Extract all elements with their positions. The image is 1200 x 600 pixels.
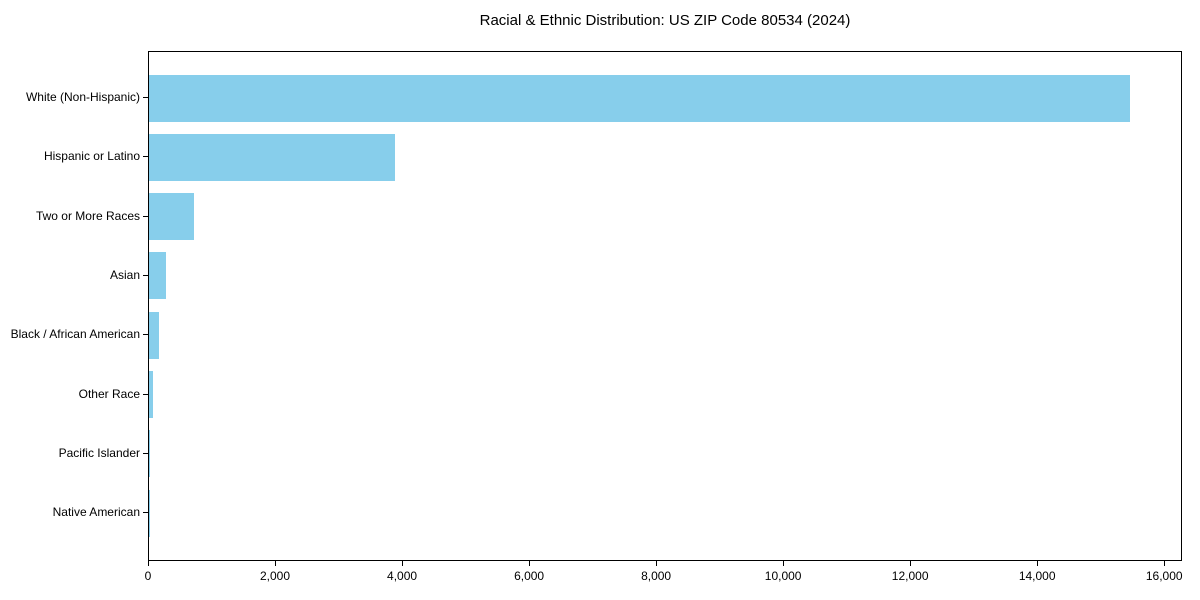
y-tick-label-asian: Asian — [109, 267, 140, 282]
bar-two-or-more-races — [149, 193, 195, 241]
x-tick-mark — [1037, 561, 1039, 566]
y-tick-label-two-or-more-races: Two or More Races — [35, 208, 140, 223]
bar-white-non-hispanic — [149, 74, 1131, 122]
bar-pacific-islander — [149, 430, 150, 478]
x-tick-label-12-000: 12,000 — [891, 569, 929, 583]
y-tick-label-hispanic-or-latino: Hispanic or Latino — [43, 149, 140, 164]
x-tick-label-16-000: 16,000 — [1145, 569, 1183, 583]
y-tick-mark — [143, 215, 148, 217]
x-tick-mark — [656, 561, 658, 566]
y-tick-mark — [143, 452, 148, 454]
bar-black-african-american — [149, 311, 159, 359]
y-tick-mark — [143, 97, 148, 98]
x-tick-mark — [783, 561, 785, 566]
y-tick-mark — [143, 393, 148, 395]
bar-other-race — [149, 371, 154, 418]
x-tick-mark — [910, 561, 912, 566]
y-tick-mark — [143, 156, 148, 158]
x-tick-mark — [402, 561, 404, 566]
chart-title: Racial & Ethnic Distribution: US ZIP Cod… — [479, 12, 851, 29]
x-tick-label-0: 0 — [144, 569, 152, 583]
bar-hispanic-or-latino — [149, 133, 395, 181]
bar-asian — [149, 252, 167, 300]
y-tick-mark — [143, 334, 148, 336]
y-tick-label-pacific-islander: Pacific Islander — [58, 445, 140, 460]
x-tick-mark — [275, 561, 277, 566]
x-tick-mark — [1164, 561, 1166, 566]
y-tick-label-white-non-hispanic: White (Non-Hispanic) — [25, 90, 140, 104]
x-tick-label-4-000: 4,000 — [387, 569, 418, 583]
x-tick-label-10-000: 10,000 — [764, 569, 802, 583]
y-tick-label-other-race: Other Race — [78, 386, 140, 401]
y-tick-mark — [143, 512, 148, 514]
x-tick-mark — [148, 561, 149, 566]
y-tick-mark — [143, 274, 148, 276]
x-tick-label-2-000: 2,000 — [260, 569, 291, 583]
x-tick-label-6-000: 6,000 — [514, 569, 545, 583]
y-tick-label-black-african-american: Black / African American — [10, 327, 140, 342]
x-tick-mark — [529, 561, 531, 566]
x-tick-label-14-000: 14,000 — [1018, 569, 1056, 583]
x-tick-label-8-000: 8,000 — [641, 569, 672, 583]
y-tick-label-native-american: Native American — [52, 505, 140, 520]
plot-area — [148, 51, 1182, 561]
